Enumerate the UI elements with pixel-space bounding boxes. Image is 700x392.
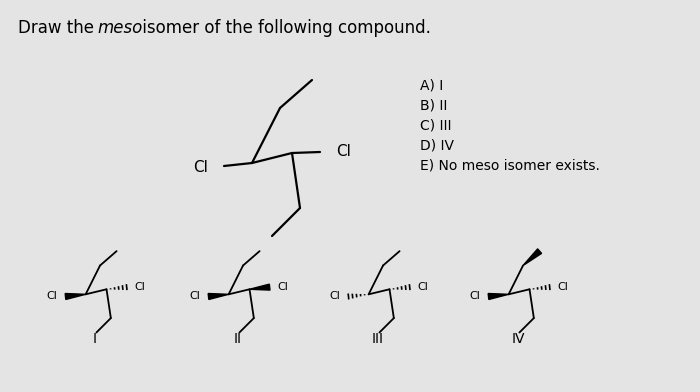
Text: D) IV: D) IV: [420, 138, 454, 152]
Text: II: II: [234, 332, 242, 346]
Text: I: I: [93, 332, 97, 346]
Text: E) No meso isomer exists.: E) No meso isomer exists.: [420, 158, 600, 172]
Text: Cl: Cl: [47, 292, 57, 301]
Text: III: III: [372, 332, 384, 346]
Text: Cl: Cl: [336, 143, 351, 158]
Text: meso: meso: [97, 19, 142, 37]
Text: Cl: Cl: [190, 292, 200, 301]
Polygon shape: [488, 294, 509, 299]
Text: isomer of the following compound.: isomer of the following compound.: [137, 19, 431, 37]
Text: A) I: A) I: [420, 78, 443, 92]
Polygon shape: [208, 294, 229, 299]
Polygon shape: [523, 249, 542, 265]
Text: Cl: Cl: [470, 292, 480, 301]
Text: B) II: B) II: [420, 98, 447, 112]
Text: C) III: C) III: [420, 118, 452, 132]
Text: Cl: Cl: [134, 282, 146, 292]
Text: Cl: Cl: [193, 160, 208, 174]
Text: Cl: Cl: [278, 282, 288, 292]
Polygon shape: [249, 284, 270, 290]
Text: IV: IV: [511, 332, 525, 346]
Polygon shape: [65, 294, 85, 299]
Text: Draw the: Draw the: [18, 19, 99, 37]
Text: Cl: Cl: [558, 282, 568, 292]
Text: Cl: Cl: [330, 292, 340, 301]
Text: Cl: Cl: [418, 282, 428, 292]
